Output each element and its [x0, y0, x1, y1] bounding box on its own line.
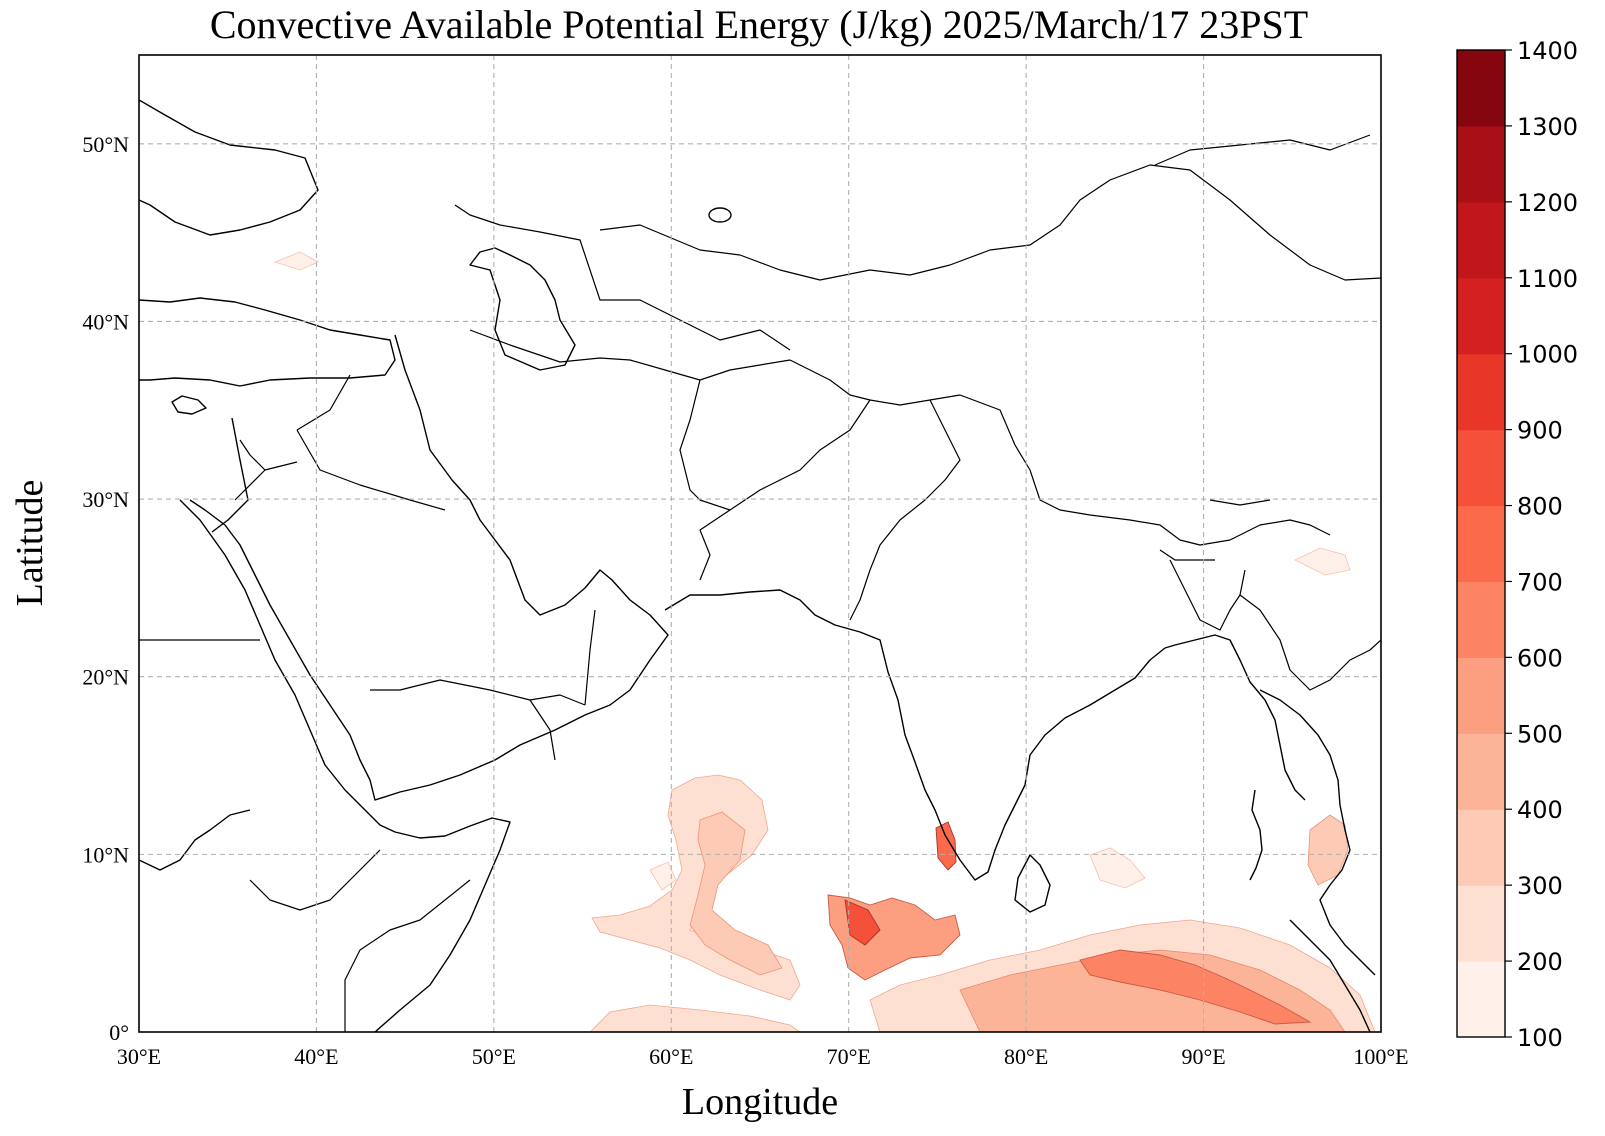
- x-tick-label: 30°E: [117, 1044, 161, 1069]
- y-tick-label: 40°N: [82, 309, 129, 334]
- cape-region-ne-india: [1294, 547, 1351, 576]
- x-tick-label: 100°E: [1353, 1044, 1408, 1069]
- colorbar-label: 900: [1517, 417, 1563, 445]
- cape-region-bay-bengal: [1089, 847, 1146, 889]
- y-tick-label: 20°N: [82, 665, 129, 690]
- y-tick-label: 50°N: [82, 132, 129, 157]
- y-tick-label: 10°N: [82, 842, 129, 867]
- y-axis-ticks: 0° 10°N 20°N 30°N 40°N 50°N: [82, 132, 129, 1045]
- cape-region-south-arabian: [589, 1004, 801, 1032]
- colorbar-label: 1400: [1517, 37, 1578, 65]
- colorbar-segment: [1457, 353, 1505, 431]
- colorbar-label: 1100: [1517, 265, 1578, 293]
- colorbar-segment: [1457, 125, 1505, 203]
- y-tick-label: 0°: [109, 1020, 129, 1045]
- colorbar-label: 600: [1517, 644, 1563, 672]
- x-tick-label: 40°E: [294, 1044, 338, 1069]
- colorbar-segment: [1457, 505, 1505, 583]
- cape-contours: [273, 251, 1376, 1032]
- colorbar-label: 400: [1517, 796, 1563, 824]
- colorbar-label: 800: [1517, 493, 1563, 521]
- colorbar-segment: [1457, 733, 1505, 810]
- cape-region-sw-india: [935, 821, 957, 871]
- colorbar-segment: [1457, 201, 1505, 279]
- cape-region-equatorial-core: [1079, 949, 1312, 1025]
- x-tick-label: 80°E: [1004, 1044, 1048, 1069]
- colorbar-segment: [1457, 809, 1505, 886]
- x-tick-label: 50°E: [472, 1044, 516, 1069]
- colorbar-label: 100: [1517, 1024, 1563, 1052]
- colorbar-segment: [1457, 885, 1505, 962]
- y-axis-label: Latitude: [9, 480, 51, 607]
- colorbar-segment: [1457, 961, 1505, 1038]
- colorbar-label: 300: [1517, 872, 1563, 900]
- colorbar-label: 1200: [1517, 189, 1578, 217]
- coastlines: [139, 99, 1376, 1032]
- colorbar-segment: [1457, 429, 1505, 507]
- cape-region-arabian-sea-inner: [689, 811, 783, 976]
- x-tick-label: 70°E: [827, 1044, 871, 1069]
- colorbar-label: 1300: [1517, 113, 1578, 141]
- gridlines: [139, 55, 1381, 1032]
- colorbar-frame: [1456, 49, 1506, 1038]
- x-axis-label: Longitude: [682, 1081, 838, 1123]
- map-title: Convective Available Potential Energy (J…: [210, 2, 1308, 47]
- colorbar-label: 200: [1517, 948, 1563, 976]
- cape-region-arabian-sea: [591, 774, 801, 1001]
- x-tick-label: 90°E: [1181, 1044, 1225, 1069]
- cape-region-black-sea: [273, 251, 319, 271]
- x-axis-ticks: 30°E 40°E 50°E 60°E 70°E 80°E 90°E 100°E: [117, 1044, 1409, 1069]
- colorbar-segment: [1457, 50, 1505, 127]
- colorbar-segment: [1457, 277, 1505, 355]
- colorbar-segment: [1457, 581, 1505, 658]
- colorbar-label: 1000: [1517, 341, 1578, 369]
- country-borders: [139, 134, 1381, 1032]
- x-tick-label: 60°E: [649, 1044, 693, 1069]
- colorbar: 100 200 300 400 500 600 700 800 900 1000 1100 1200 1…: [1456, 37, 1578, 1052]
- colorbar-label: 700: [1517, 568, 1563, 596]
- cape-region-somali: [649, 861, 677, 891]
- y-tick-label: 30°N: [82, 487, 129, 512]
- cape-region-andaman: [1307, 814, 1349, 886]
- colorbar-label: 500: [1517, 720, 1563, 748]
- map-background: [139, 55, 1381, 1032]
- map-frame: [138, 54, 1382, 1033]
- colorbar-segment: [1457, 657, 1505, 734]
